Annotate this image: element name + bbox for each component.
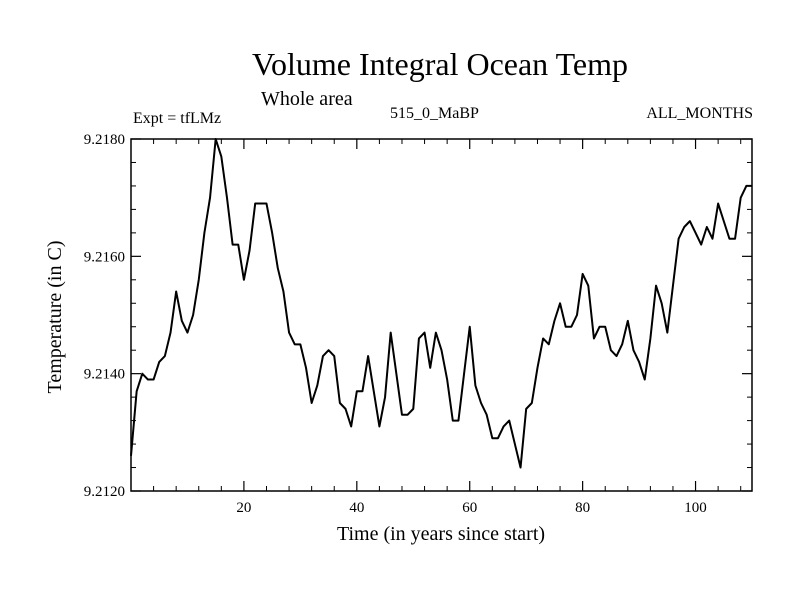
x-tick-label: 80	[575, 500, 590, 516]
y-axis-label: Temperature (in C)	[44, 241, 66, 394]
x-tick-label: 100	[684, 500, 707, 516]
y-tick-label: 9.2160	[84, 249, 125, 265]
x-tick-label: 60	[462, 500, 477, 516]
experiment-label: Expt = tfLMz	[133, 110, 222, 127]
data-series	[130, 138, 752, 469]
run-label: 515_0_MaBP	[390, 105, 479, 122]
axes: 20 40 60 80 100 9.2120 9.2140 9.2160 9.2180	[84, 132, 753, 516]
chart-title: Volume Integral Ocean Temp	[251, 46, 628, 82]
x-axis-label: Time (in years since start)	[337, 523, 545, 545]
x-tick-label: 40	[349, 500, 364, 516]
period-label: ALL_MONTHS	[646, 105, 753, 122]
series-line	[130, 138, 752, 469]
chart-subtitle: Whole area	[261, 88, 353, 110]
y-tick-label: 9.2140	[84, 367, 125, 383]
y-tick-label: 9.2120	[84, 484, 125, 500]
x-tick-label: 20	[236, 500, 251, 516]
plot-frame	[130, 138, 753, 492]
y-tick-label: 9.2180	[84, 132, 125, 148]
